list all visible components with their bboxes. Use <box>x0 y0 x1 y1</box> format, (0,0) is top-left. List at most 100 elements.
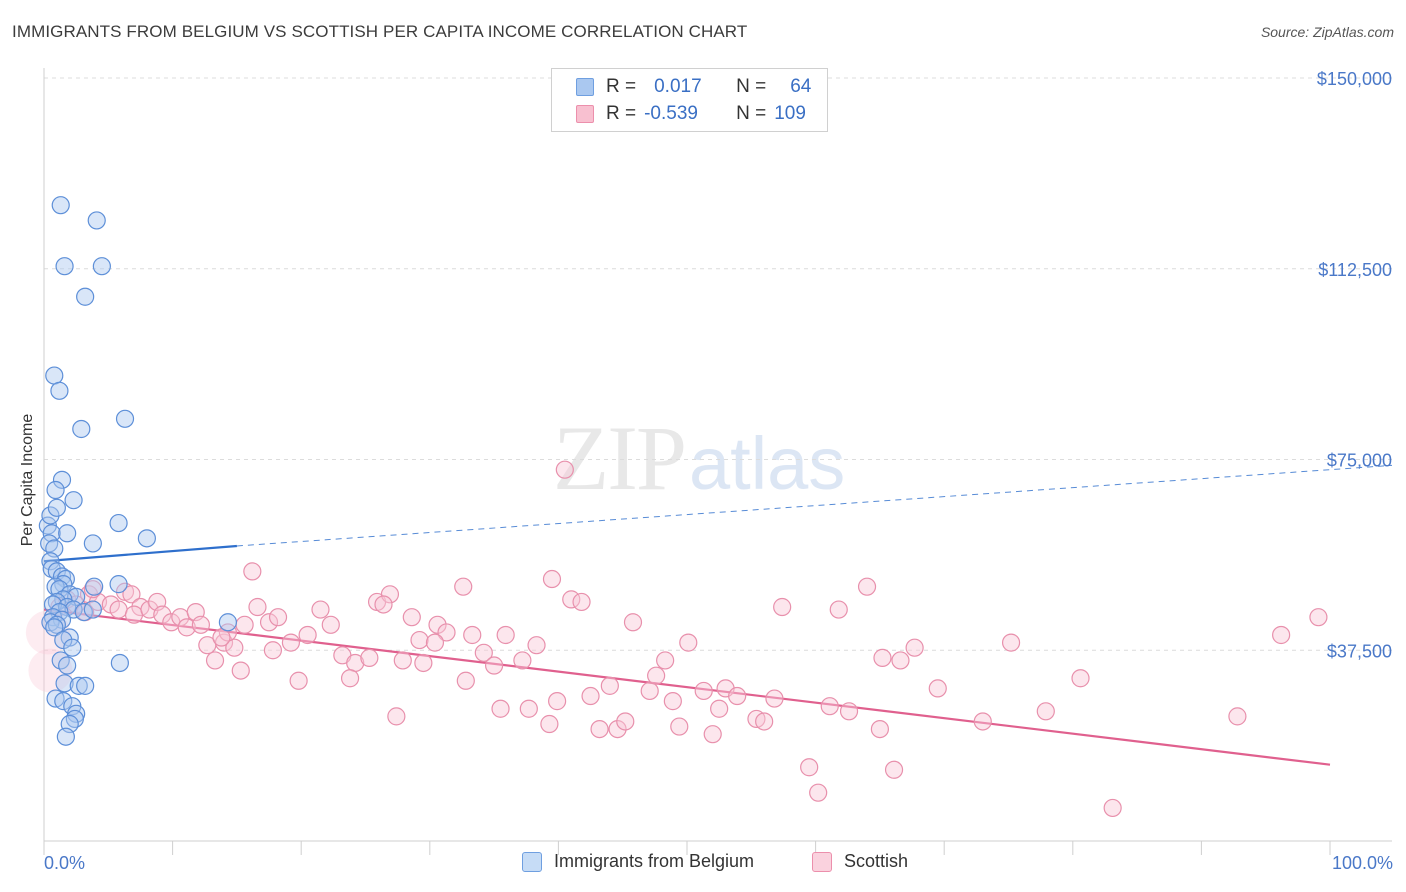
data-point-scottish <box>839 702 859 721</box>
y-tick-label: $75,000 <box>1327 451 1392 471</box>
data-point-belgium <box>56 727 75 746</box>
data-point-scottish <box>191 615 210 634</box>
data-point-scottish <box>608 719 627 739</box>
data-point-belgium <box>58 656 77 675</box>
data-point-scottish <box>259 613 279 632</box>
data-point-scottish <box>243 562 262 581</box>
data-point-scottish <box>437 623 456 642</box>
data-point-scottish <box>891 651 910 670</box>
data-point-belgium <box>46 480 65 500</box>
data-point-scottish <box>231 661 250 680</box>
data-point-scottish <box>820 697 839 716</box>
data-point-scottish <box>491 699 510 718</box>
data-point-scottish <box>703 725 722 744</box>
data-point-scottish <box>387 707 406 726</box>
data-point-scottish <box>663 692 682 711</box>
stats-row-belgium: R = 0.017 N = 64 <box>576 75 811 99</box>
grid-lines <box>44 77 1392 651</box>
data-point-belgium <box>40 534 59 553</box>
data-point-scottish <box>873 648 892 667</box>
data-point-scottish <box>800 758 819 777</box>
data-point-scottish <box>474 643 493 662</box>
stats-r-label: R = <box>606 76 637 97</box>
data-point-scottish <box>555 460 574 479</box>
data-point-scottish <box>581 686 600 706</box>
data-point-scottish <box>109 600 128 619</box>
data-point-scottish <box>268 608 288 627</box>
series-scottish <box>25 460 1328 818</box>
data-point-belgium <box>109 513 128 533</box>
data-point-scottish <box>289 671 308 690</box>
data-point-scottish <box>728 686 747 706</box>
trend-line-belgium <box>43 544 237 563</box>
data-point-belgium <box>76 287 95 306</box>
stats-row-scottish: R = -0.539 N = 109 <box>576 102 806 126</box>
data-point-belgium <box>137 529 156 548</box>
data-point-scottish <box>670 717 689 736</box>
stats-n-label: N = <box>736 76 767 97</box>
source-credit: Source: ZipAtlas.com <box>1260 24 1394 40</box>
data-point-belgium <box>47 498 66 517</box>
stats-swatch-scottish <box>576 105 594 123</box>
data-point-scottish <box>1228 707 1247 726</box>
data-point-belgium <box>45 366 64 385</box>
data-point-scottish <box>124 605 144 624</box>
data-point-belgium <box>87 211 106 230</box>
data-point-belgium <box>54 692 73 711</box>
data-point-belgium <box>85 577 104 596</box>
stats-n-value: 109 <box>774 103 806 124</box>
data-point-scottish <box>1001 633 1021 652</box>
series-belgium <box>38 196 237 746</box>
data-point-belgium <box>50 381 69 400</box>
data-point-scottish <box>298 625 317 645</box>
data-point-scottish <box>773 597 792 617</box>
data-point-scottish <box>1036 702 1055 721</box>
y-axis-label: Per Capita Income <box>19 413 36 547</box>
data-point-scottish <box>540 714 559 734</box>
legend-swatch-belgium <box>522 851 542 872</box>
data-point-belgium <box>45 618 64 637</box>
data-point-scottish <box>616 712 635 731</box>
data-point-belgium <box>58 524 77 543</box>
data-point-scottish <box>1272 625 1291 645</box>
data-point-scottish <box>1309 608 1328 627</box>
y-tick-label: $37,500 <box>1327 641 1392 661</box>
data-point-belgium <box>92 257 111 276</box>
chart-title: IMMIGRANTS FROM BELGIUM VS SCOTTISH PER … <box>12 22 748 41</box>
watermark-zip: ZIP <box>553 407 687 509</box>
data-point-belgium <box>72 419 91 439</box>
stats-r-label: R = <box>606 103 637 124</box>
stats-swatch-belgium <box>576 78 594 96</box>
data-point-scottish <box>463 625 482 645</box>
data-point-scottish <box>410 630 429 650</box>
legend-label-scottish: Scottish <box>844 851 909 871</box>
data-point-scottish <box>548 692 567 711</box>
data-point-belgium <box>83 534 102 553</box>
data-point-scottish <box>414 653 433 673</box>
legend: Immigrants from Belgium Scottish <box>0 851 1406 877</box>
data-point-belgium <box>47 615 66 634</box>
stats-n-value: 64 <box>790 76 812 97</box>
data-point-scottish <box>496 625 515 645</box>
data-point-belgium <box>52 610 72 629</box>
data-point-scottish <box>884 760 904 779</box>
data-point-scottish <box>311 600 330 619</box>
data-point-scottish <box>590 719 609 739</box>
data-point-belgium <box>69 676 88 695</box>
data-point-scottish <box>425 633 445 652</box>
data-point-belgium <box>55 257 74 276</box>
tick-labels: $37,500 $75,000 $112,500 $150,000 0.0% 100.0% <box>44 69 1393 873</box>
x-tick-label: 100.0% <box>1332 853 1393 873</box>
data-point-scottish <box>647 666 666 685</box>
trend-line-belgium-extension <box>236 464 1393 547</box>
data-point-scottish <box>380 585 400 604</box>
data-point-belgium <box>83 600 102 619</box>
data-point-scottish <box>225 638 244 657</box>
watermark-atlas: atlas <box>689 422 846 505</box>
data-point-belgium <box>56 569 75 589</box>
data-point-belgium <box>65 709 84 729</box>
legend-item-belgium: Immigrants from Belgium <box>522 851 754 872</box>
data-point-scottish <box>829 600 848 619</box>
data-point-scottish <box>177 618 196 637</box>
data-point-scottish <box>928 679 947 698</box>
